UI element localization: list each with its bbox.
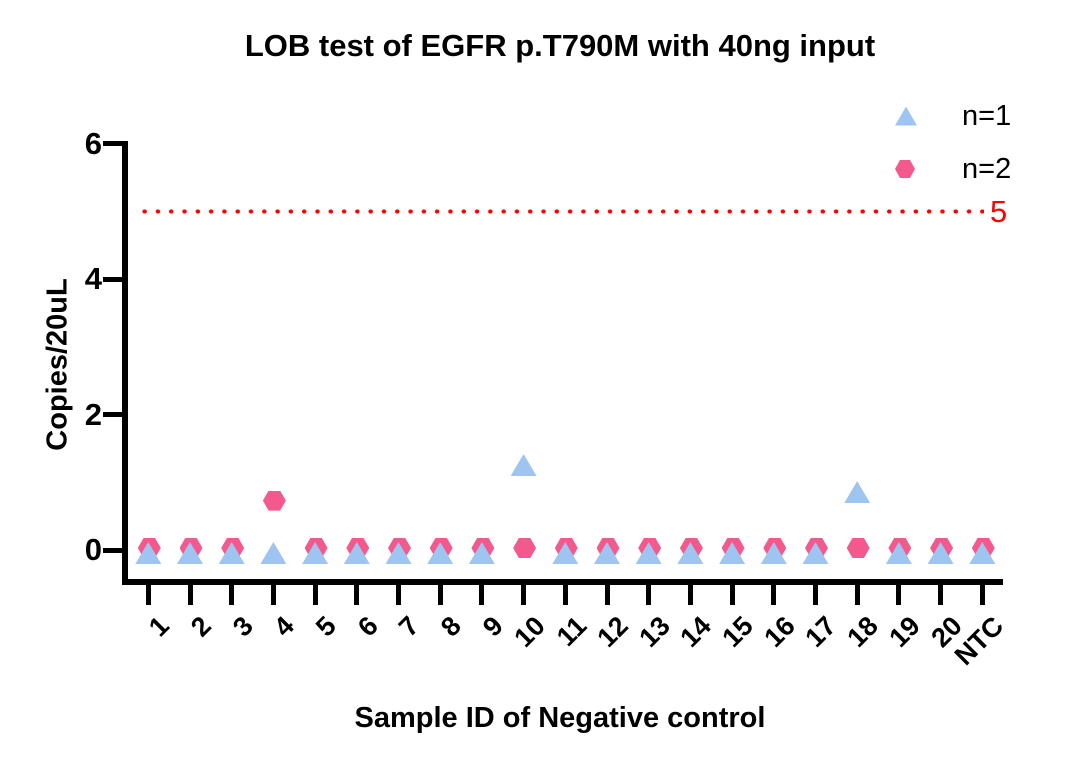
hexagon-icon [895, 160, 915, 178]
x-tick-label-text: 1 [143, 610, 176, 643]
x-tick-label-text: 8 [435, 610, 467, 643]
x-tick [729, 585, 735, 605]
y-tick [103, 276, 124, 282]
x-tick-label-text: 15 [716, 610, 759, 654]
x-tick-label-text: 7 [393, 610, 426, 643]
triangle-icon [895, 106, 917, 126]
y-tick-label: 4 [84, 261, 102, 297]
x-tick [312, 585, 318, 605]
x-axis-title: Sample ID of Negative control [354, 702, 766, 734]
legend-label: n=2 [962, 152, 1012, 185]
x-tick [521, 585, 527, 605]
data-point-hexagon [262, 490, 286, 511]
x-tick-label-text: 19 [883, 610, 926, 654]
x-tick [479, 585, 485, 605]
data-point-hexagon [846, 538, 870, 558]
legend-label: n=1 [962, 99, 1012, 132]
y-tick [103, 412, 124, 418]
x-tick [396, 585, 401, 605]
x-tick-label-text: 18 [841, 610, 884, 654]
data-point-hexagon [513, 538, 537, 558]
x-tick-label-text: 3 [226, 610, 259, 643]
x-tick-label-text: 17 [799, 610, 843, 654]
y-axis-line [122, 141, 128, 585]
y-tick [103, 547, 124, 553]
x-tick-label-text: 11 [550, 610, 593, 652]
x-tick-label-text: 5 [310, 610, 342, 643]
y-axis-title: Copies/20uL [41, 278, 74, 451]
x-tick [938, 585, 944, 605]
y-tick-label: 6 [84, 125, 102, 161]
chart-title: LOB test of EGFR p.T790M with 40ng input [244, 28, 876, 63]
x-tick [145, 585, 151, 605]
x-tick [562, 585, 568, 605]
data-point-triangle [510, 454, 537, 477]
reference-line-label: 5 [990, 194, 1008, 229]
x-tick [771, 585, 777, 605]
x-tick-label-text: 2 [184, 610, 217, 643]
x-axis-line [122, 579, 1003, 585]
y-tick-label: 2 [84, 396, 102, 432]
legend-item-n1: n=1 [895, 96, 1011, 136]
x-tick [813, 585, 818, 605]
data-point-triangle [844, 481, 871, 504]
x-tick [604, 585, 610, 605]
x-tick-label-text: 12 [591, 610, 634, 654]
x-tick [646, 585, 652, 605]
x-tick-label-text: 9 [476, 610, 509, 643]
x-tick [354, 585, 360, 605]
legend-item-n2: n=2 [895, 149, 1011, 189]
x-tick [187, 585, 193, 605]
x-tick-label-text: 4 [268, 610, 301, 643]
x-tick-label-text: 13 [633, 610, 676, 654]
x-tick [270, 585, 276, 605]
x-tick-label-text: 14 [674, 610, 718, 654]
x-tick [854, 585, 860, 605]
y-tick [103, 141, 124, 147]
data-point-triangle [260, 542, 287, 564]
x-tick [437, 585, 443, 605]
y-tick-label: 0 [84, 532, 102, 567]
x-tick-label-text: 6 [351, 610, 384, 643]
x-tick-label-text: 10 [507, 610, 551, 654]
x-tick [979, 585, 985, 605]
reference-line [138, 209, 984, 215]
x-tick [229, 585, 235, 605]
x-tick-label-text: NTC [948, 610, 1010, 672]
x-tick-label-text: 16 [758, 610, 801, 654]
x-tick [896, 585, 902, 605]
x-tick [687, 585, 693, 605]
